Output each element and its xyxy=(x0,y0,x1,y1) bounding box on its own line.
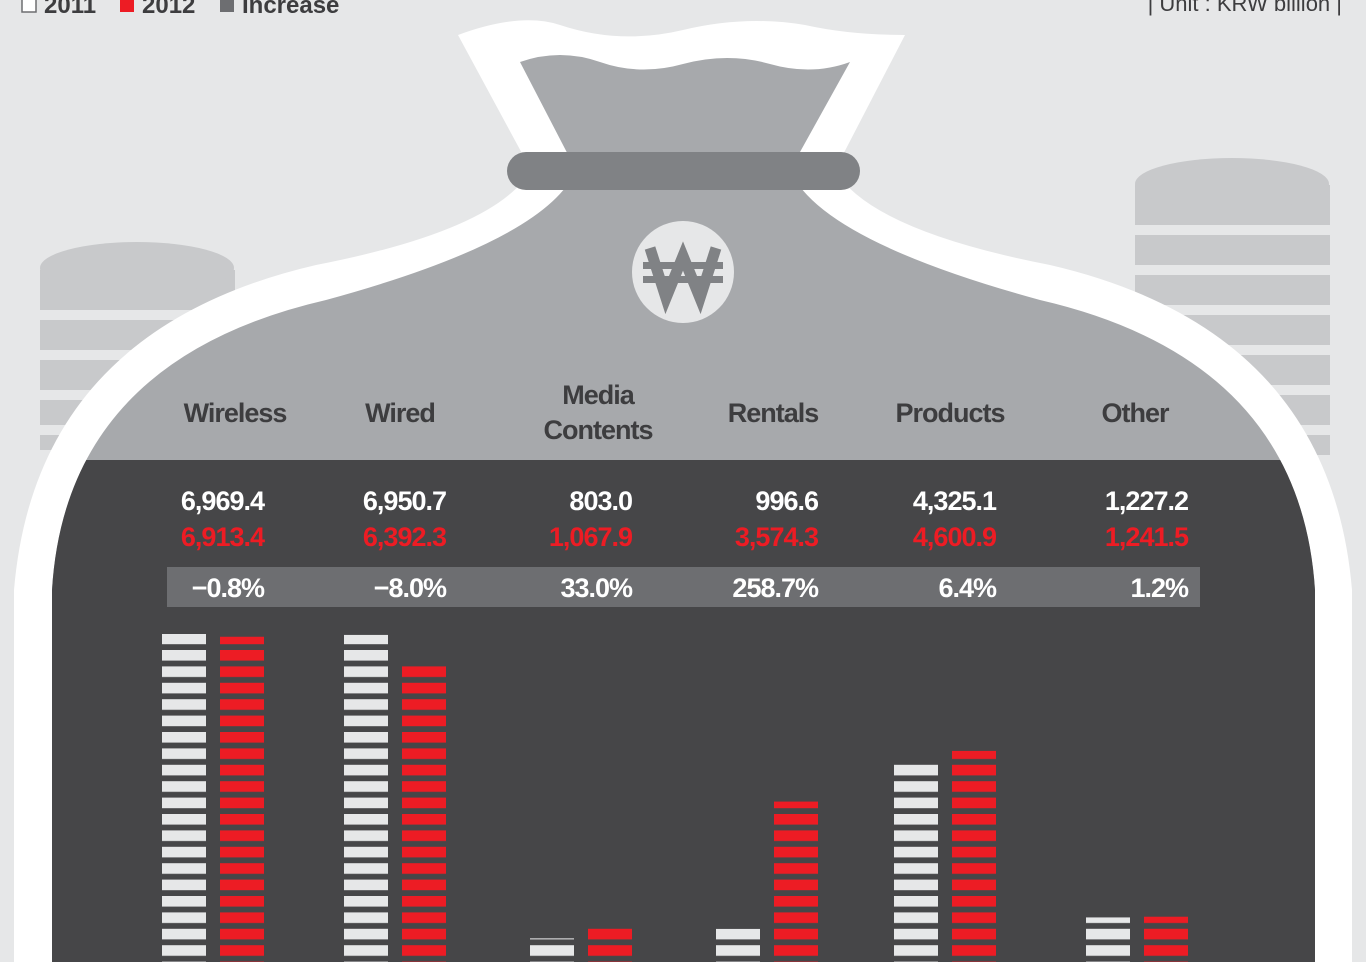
category-label: Media Contents xyxy=(543,380,654,445)
value-2011: 6,950.7 xyxy=(362,486,447,516)
bar xyxy=(1144,916,1188,962)
value-increase: 258.7% xyxy=(732,573,819,603)
value-increase: −8.0% xyxy=(373,573,447,603)
bar xyxy=(1086,917,1130,962)
value-increase: 6.4% xyxy=(938,573,997,603)
legend-label: 2011 xyxy=(44,0,97,19)
category-label: Products xyxy=(895,397,1005,428)
legend-label: Increase xyxy=(242,0,340,19)
bar xyxy=(716,928,760,962)
won-icon xyxy=(632,221,734,323)
category-label: Wired xyxy=(365,397,436,428)
category-label: Wireless xyxy=(183,397,288,428)
category-label: Other xyxy=(1101,397,1169,428)
legend-label: 2012 xyxy=(142,0,196,19)
value-increase: −0.8% xyxy=(191,573,265,603)
value-2012: 1,067.9 xyxy=(548,522,633,552)
bar xyxy=(894,764,938,962)
value-2012: 4,600.9 xyxy=(912,522,997,552)
value-increase: 1.2% xyxy=(1130,573,1189,603)
value-2011: 803.0 xyxy=(569,486,633,516)
value-2012: 6,392.3 xyxy=(362,522,447,552)
bar xyxy=(402,662,446,962)
bar xyxy=(220,636,264,962)
category-label: Rentals xyxy=(727,397,820,428)
bar xyxy=(774,801,818,962)
value-2011: 1,227.2 xyxy=(1104,486,1189,516)
value-2012: 3,574.3 xyxy=(734,522,819,552)
bar xyxy=(530,938,574,962)
value-increase: 33.0% xyxy=(560,573,633,603)
bar xyxy=(588,925,632,962)
value-2012: 6,913.4 xyxy=(180,522,265,552)
bag-knot xyxy=(507,152,860,190)
legend-swatch xyxy=(120,0,134,12)
value-2012: 1,241.5 xyxy=(1104,522,1189,552)
value-2011: 4,325.1 xyxy=(912,486,997,516)
legend-swatch xyxy=(220,0,234,12)
bar xyxy=(344,634,388,962)
increase-band xyxy=(167,567,1200,607)
value-2011: 6,969.4 xyxy=(180,486,265,516)
unit-label: | Unit : KRW billion | xyxy=(1147,0,1342,16)
value-2011: 996.6 xyxy=(755,486,819,516)
bar xyxy=(162,634,206,962)
legend-swatch xyxy=(21,0,37,13)
bar xyxy=(952,750,996,962)
